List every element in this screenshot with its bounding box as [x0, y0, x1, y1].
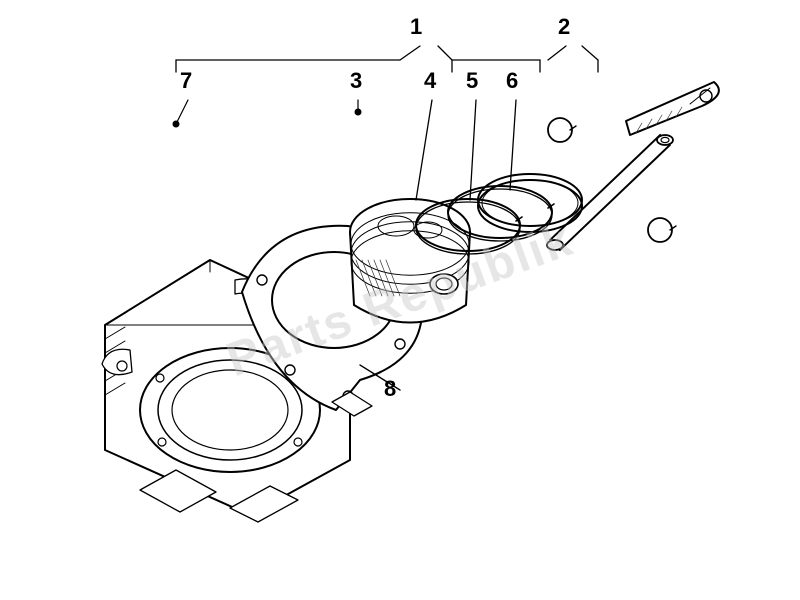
callout-1: 1 [410, 14, 422, 40]
callout-5: 5 [466, 68, 478, 94]
callout-6: 6 [506, 68, 518, 94]
callout-3: 3 [350, 68, 362, 94]
callout-4: 4 [424, 68, 436, 94]
callout-2: 2 [558, 14, 570, 40]
callout-7: 7 [180, 68, 192, 94]
callout-8: 8 [384, 376, 396, 402]
exploded-diagram [0, 0, 800, 600]
